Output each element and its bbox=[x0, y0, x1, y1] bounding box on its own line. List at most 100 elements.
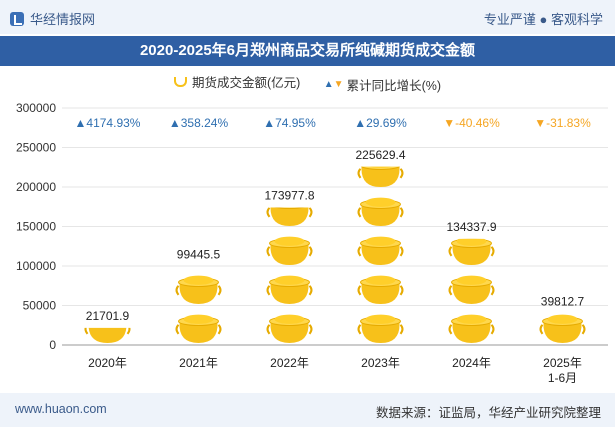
pot-handle bbox=[217, 324, 222, 335]
bar bbox=[266, 207, 313, 343]
pot-coins bbox=[274, 314, 305, 324]
data-label: 134337.9 bbox=[446, 220, 496, 234]
pot-handle bbox=[357, 207, 362, 218]
y-tick-label: 100000 bbox=[16, 259, 56, 273]
pot-handle bbox=[448, 285, 453, 296]
y-tick-label: 150000 bbox=[16, 220, 56, 234]
pot-body bbox=[270, 283, 309, 304]
x-tick-label: 2020年 bbox=[88, 356, 127, 370]
bar bbox=[175, 275, 222, 343]
growth-label: ▲74.95% bbox=[263, 116, 316, 130]
pot-body bbox=[452, 322, 491, 343]
pot-coins bbox=[365, 275, 396, 285]
bar bbox=[448, 238, 495, 343]
pot-handle bbox=[399, 246, 404, 257]
pot-coins bbox=[370, 166, 391, 168]
up-triangle-icon: ▲ bbox=[323, 78, 334, 90]
pot-handle bbox=[308, 285, 313, 296]
tagline: 专业严谨 ● 客观科学 bbox=[483, 12, 603, 27]
pot-handle bbox=[490, 285, 495, 296]
pot-handle bbox=[581, 324, 586, 335]
logo[interactable]: 华经情报网 bbox=[10, 9, 95, 28]
pot-body bbox=[361, 244, 400, 265]
logo-icon bbox=[10, 11, 24, 26]
down-triangle-icon: ▼ bbox=[333, 78, 344, 90]
pot-handle bbox=[399, 168, 404, 179]
legend: 期货成交金额(亿元) ▲ ▼ 累计同比增长(%) bbox=[0, 72, 615, 94]
pot-rim bbox=[274, 207, 305, 210]
growth-label: ▲4174.93% bbox=[75, 116, 141, 130]
pot-body bbox=[88, 327, 127, 343]
pot-rim bbox=[360, 166, 401, 171]
top-bar: 华经情报网 专业严谨 ● 客观科学 bbox=[0, 0, 615, 34]
x-tick-label: 1-6月 bbox=[548, 371, 577, 385]
x-tick-label: 2022年 bbox=[270, 356, 309, 370]
logo-text: 华经情报网 bbox=[30, 12, 96, 27]
growth-label: ▼-31.83% bbox=[534, 116, 591, 130]
pot-handle bbox=[399, 324, 404, 335]
x-tick-label: 2023年 bbox=[361, 356, 400, 370]
pot-handle bbox=[266, 207, 271, 218]
legend-item-growth: ▲ ▼ 累计同比增长(%) bbox=[324, 75, 441, 94]
pot-body bbox=[179, 322, 218, 343]
bar bbox=[357, 166, 404, 343]
pot-coins bbox=[456, 275, 487, 285]
pot-body bbox=[270, 207, 309, 226]
data-label: 225629.4 bbox=[355, 148, 405, 162]
pot-handle bbox=[217, 285, 222, 296]
footer: www.huaon.com 数据来源：证监局，华经产业研究院整理 bbox=[0, 393, 615, 427]
data-label: 39812.7 bbox=[541, 295, 585, 309]
pot-handle bbox=[357, 168, 362, 179]
growth-label: ▲358.24% bbox=[169, 116, 229, 130]
pot-coins bbox=[274, 275, 305, 285]
data-source: 数据来源：证监局，华经产业研究院整理 bbox=[375, 406, 601, 420]
pot-handle bbox=[266, 285, 271, 296]
pot-handle bbox=[175, 285, 180, 296]
x-tick-label: 2025年 bbox=[543, 356, 582, 370]
pot-body bbox=[270, 244, 309, 265]
x-tick-label: 2021年 bbox=[179, 356, 218, 370]
growth-label: ▼-40.46% bbox=[443, 116, 500, 130]
title-bar: 2020-2025年6月郑州商品交易所纯碱期货成交金额 bbox=[0, 36, 615, 66]
pot-handle bbox=[448, 246, 453, 257]
pot-handle bbox=[357, 246, 362, 257]
pot-handle bbox=[308, 324, 313, 335]
pot-body bbox=[543, 322, 582, 343]
data-label: 21701.9 bbox=[86, 309, 130, 323]
pot-coins bbox=[274, 236, 305, 246]
x-tick-label: 2024年 bbox=[452, 356, 491, 370]
y-tick-label: 50000 bbox=[23, 299, 57, 313]
growth-label: ▲29.69% bbox=[354, 116, 407, 130]
pot-coins bbox=[365, 236, 396, 246]
pot-body bbox=[452, 283, 491, 304]
bar bbox=[84, 327, 131, 343]
legend-label-growth: 累计同比增长(%) bbox=[346, 78, 442, 93]
pot-handle bbox=[308, 246, 313, 257]
pot-body bbox=[361, 166, 400, 187]
pot-legend-icon bbox=[173, 76, 187, 87]
website-link[interactable]: www.huaon.com bbox=[15, 402, 107, 416]
pot-handle bbox=[357, 324, 362, 335]
pot-handle bbox=[490, 246, 495, 257]
pot-body bbox=[361, 283, 400, 304]
data-label: 99445.5 bbox=[177, 247, 221, 261]
legend-label-amount: 期货成交金额(亿元) bbox=[191, 76, 301, 90]
pot-handle bbox=[399, 285, 404, 296]
pot-handle bbox=[448, 324, 453, 335]
pot-coins bbox=[183, 314, 214, 324]
y-tick-label: 0 bbox=[49, 338, 56, 352]
pot-coins bbox=[456, 238, 487, 246]
data-label: 173977.8 bbox=[264, 189, 314, 203]
chart-title: 2020-2025年6月郑州商品交易所纯碱期货成交金额 bbox=[139, 42, 476, 59]
pot-handle bbox=[490, 324, 495, 335]
pot-body bbox=[361, 322, 400, 343]
pot-handle bbox=[357, 285, 362, 296]
y-tick-label: 300000 bbox=[16, 101, 56, 115]
bar bbox=[539, 314, 586, 343]
pot-coins bbox=[456, 314, 487, 324]
legend-item-amount: 期货成交金额(亿元) bbox=[173, 72, 301, 91]
pot-coins bbox=[183, 275, 214, 285]
pot-body bbox=[270, 322, 309, 343]
pot-handle bbox=[175, 324, 180, 335]
